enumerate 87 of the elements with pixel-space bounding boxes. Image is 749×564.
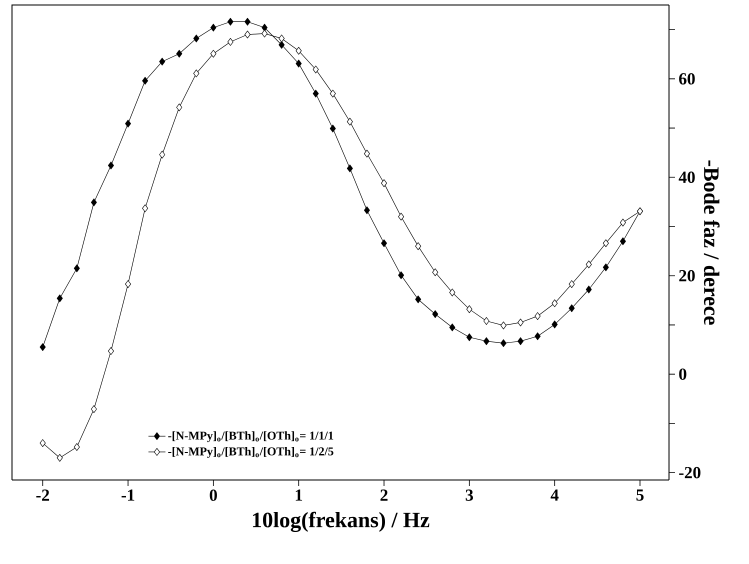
point [432,268,438,276]
point [586,260,592,268]
x-tick-label: 1 [296,489,302,501]
point [296,46,302,55]
y-tick-label: -20 [679,466,700,478]
point [500,339,506,348]
x-tick-label: 5 [636,489,644,501]
point [330,90,336,98]
point [568,304,575,312]
point [90,198,97,206]
y-tick-label: 60 [679,73,695,85]
point [244,30,250,38]
point [108,162,114,170]
point [483,317,490,325]
point [483,337,490,346]
point [176,50,182,58]
point [90,405,97,414]
point [125,280,132,288]
point [142,76,148,85]
point [346,118,353,126]
legend-label: -[N-MPy]$_{o}$/[BTh]$_{o}$/[OTh]$_{o}$= 1/2/5 [168,447,334,458]
point [398,212,404,221]
x-tick-label: -2 [36,489,50,501]
point [56,454,63,462]
x-tick-label: -1 [122,489,134,501]
x-tick-label: 4 [550,490,559,501]
point [602,263,609,272]
point [108,347,114,355]
point [534,312,541,320]
point [312,66,319,74]
point [278,40,285,49]
y-tick-label: 20 [679,270,695,282]
point [193,34,200,42]
point [159,150,166,159]
point [74,443,80,451]
legend-label: -[N-MPy]$_{o}$/[BTh]$_{o}$/[OTh]$_{o}$= 1/1/1 [168,431,334,442]
point [415,295,422,304]
point [432,310,438,318]
point [586,286,592,294]
point [56,294,63,302]
point [244,18,250,26]
y-tick-label: 0 [679,368,686,380]
point [296,60,302,68]
point [142,204,148,212]
point [278,34,285,42]
point [381,179,388,188]
point [262,30,268,38]
point [227,38,234,46]
point [466,333,472,342]
point [500,322,506,330]
point [534,332,541,340]
point [364,206,370,214]
point [415,242,422,250]
point [176,103,182,112]
point [398,271,404,280]
point [602,239,609,248]
point [262,24,268,32]
point [40,343,46,351]
point [518,318,524,326]
point [568,280,575,288]
point [518,337,524,346]
point [312,90,319,98]
point [381,239,388,248]
point [193,70,200,78]
point [125,120,132,128]
point [74,264,80,272]
x-tick-label: 0 [210,489,217,501]
point [210,50,216,58]
point [40,439,46,447]
point [620,218,626,226]
point [449,324,456,332]
point [552,299,558,308]
point [620,237,626,246]
x-tick-label: 3 [466,489,473,501]
point [330,124,336,132]
y-axis-title: -Bode faz / derece [704,160,720,325]
y-tick-label: 40 [678,172,695,183]
x-axis-title: 10log(frekans) / Hz [252,512,430,532]
point [552,320,558,328]
point [227,18,234,26]
point [466,305,472,314]
point [159,58,166,66]
x-tick-label: 2 [380,489,388,501]
point [210,24,216,32]
point [364,150,370,158]
point [346,164,353,172]
point [449,288,456,296]
